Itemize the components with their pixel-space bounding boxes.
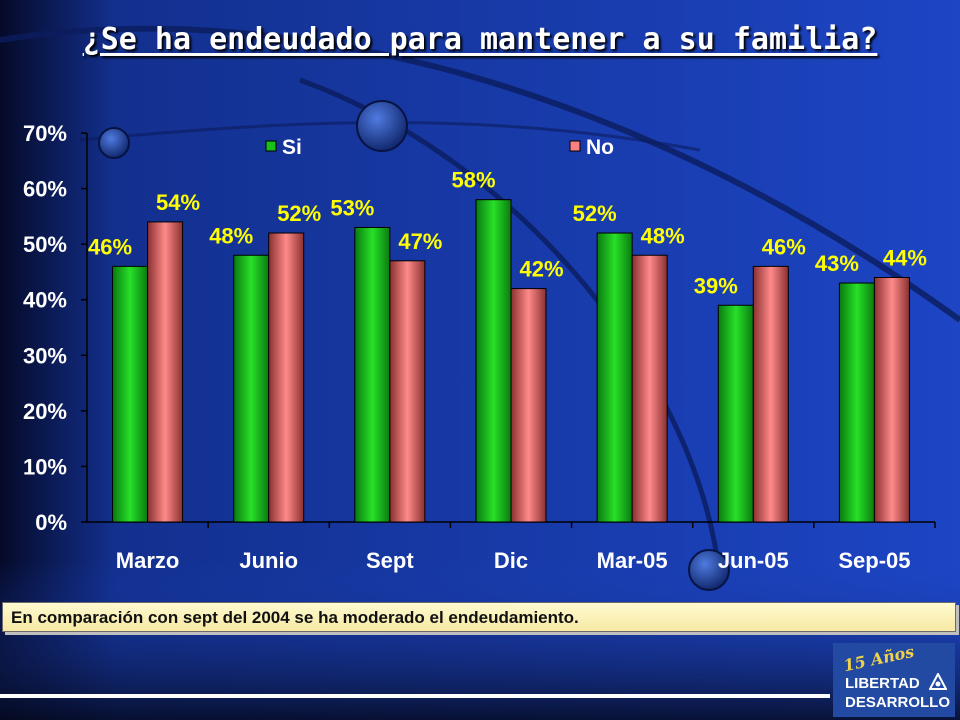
data-label-no: 46%	[762, 234, 806, 259]
data-label-no: 48%	[641, 223, 685, 248]
data-label-si: 58%	[451, 168, 495, 193]
legend-label-no: No	[586, 136, 614, 159]
data-label-si: 48%	[209, 223, 253, 248]
y-tick-label: 30%	[23, 343, 67, 368]
data-label-no: 44%	[883, 245, 927, 270]
data-label-si: 43%	[815, 251, 859, 276]
chart-title: ¿Se ha endeudado para mantener a su fami…	[82, 22, 878, 57]
bar-si	[233, 254, 270, 523]
legend-label-si: Si	[282, 136, 302, 159]
data-label-no: 52%	[277, 201, 321, 226]
bar-no	[873, 276, 910, 523]
bars	[112, 199, 910, 523]
legend-swatch-si	[265, 140, 277, 152]
triangle-logo-icon	[929, 673, 947, 690]
bar-si	[596, 232, 633, 523]
data-label-no: 54%	[156, 190, 200, 215]
data-label-no: 47%	[398, 229, 442, 254]
y-axis: 0% 10% 20% 30% 40% 50% 60% 70%	[23, 121, 935, 535]
data-label-si: 46%	[88, 234, 132, 259]
bar-si	[354, 226, 391, 523]
category-label: Marzo	[116, 548, 180, 573]
y-tick-label: 10%	[23, 454, 67, 479]
data-label-no: 42%	[519, 257, 563, 282]
y-tick-label: 0%	[35, 510, 67, 535]
footer-rule	[0, 694, 830, 698]
category-label: Sept	[366, 548, 414, 573]
y-tick-label: 50%	[23, 232, 67, 257]
category-label: Dic	[494, 548, 528, 573]
data-label-si: 39%	[694, 273, 738, 298]
bar-no	[631, 254, 668, 523]
category-label: Sep-05	[838, 548, 910, 573]
bar-no	[389, 260, 426, 523]
logo: 15 Años LIBERTAD DESARROLLO	[833, 641, 955, 717]
logo-line2: DESARROLLO	[845, 694, 950, 711]
logo-line1: LIBERTAD	[845, 675, 920, 692]
note-box: En comparación con sept del 2004 se ha m…	[2, 602, 956, 632]
legend: Si No	[265, 136, 614, 159]
bar-chart: 0%10%20%30%40%50%60%70% 46%54%48%52% 53%4…	[23, 121, 936, 573]
bar-si	[838, 282, 875, 523]
category-label: Junio	[239, 548, 298, 573]
bar-no	[268, 232, 305, 523]
data-labels: 46% 54% 48% 52% 53% 47% 58% 42% 52% 48% 39% 46% 43% 4…	[88, 168, 927, 299]
y-tick-label: 40%	[23, 288, 67, 313]
y-tick-label: 70%	[23, 121, 67, 146]
data-label-si: 53%	[330, 195, 374, 220]
category-label: Jun-05	[718, 548, 789, 573]
bar-no	[510, 288, 547, 523]
bar-no	[147, 221, 184, 523]
bar-si	[717, 304, 754, 523]
bar-si	[475, 199, 512, 523]
y-tick-label: 60%	[23, 177, 67, 202]
category-label: Mar-05	[597, 548, 668, 573]
data-label-si: 52%	[573, 201, 617, 226]
x-axis: Marzo Junio Sept Dic Mar-05 Jun-05 Sep-05	[116, 522, 936, 573]
y-tick-label: 20%	[23, 399, 67, 424]
bar-no	[752, 265, 789, 523]
bar-si	[112, 265, 149, 523]
legend-swatch-no	[569, 140, 581, 152]
logo-years: 15 Años	[841, 641, 916, 676]
